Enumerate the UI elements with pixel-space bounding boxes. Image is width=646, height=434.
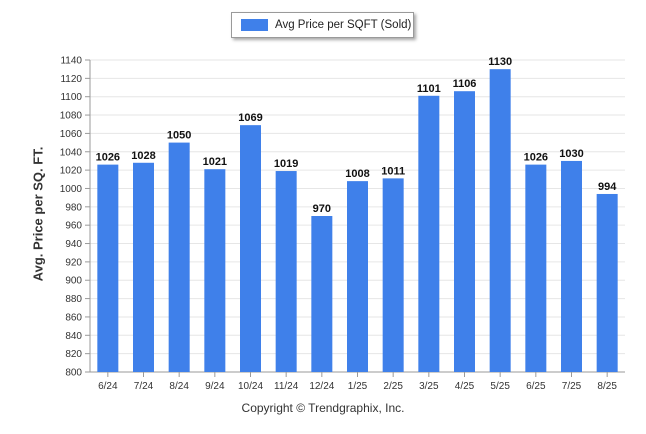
x-tick-label: 8/25	[597, 381, 617, 392]
bar	[240, 125, 261, 372]
x-tick-label: 5/25	[490, 381, 510, 392]
data-label: 1130	[488, 56, 512, 68]
bar	[418, 95, 440, 372]
copyright-text: Copyright © Trendgraphix, Inc.	[241, 401, 405, 415]
bar	[382, 178, 404, 372]
y-tick-label: 940	[65, 239, 82, 250]
bar	[489, 69, 511, 373]
x-tick-label: 9/24	[205, 381, 225, 392]
y-tick-label: 920	[65, 257, 82, 268]
legend: Avg Price per SQFT (Sold)	[231, 12, 414, 38]
y-tick-label: 1100	[60, 92, 82, 103]
x-tick-label: 4/25	[455, 381, 475, 392]
data-label: 1008	[345, 168, 369, 180]
y-tick-label: 1000	[60, 184, 83, 195]
data-label: 1101	[417, 83, 441, 95]
bar	[97, 164, 119, 372]
y-tick-label: 800	[65, 368, 82, 379]
y-tick-label: 840	[65, 331, 82, 342]
bar	[596, 193, 618, 372]
bar	[525, 164, 547, 372]
y-tick-label: 820	[65, 349, 82, 360]
data-label: 970	[313, 203, 331, 215]
bar	[561, 160, 582, 372]
axes: 800 820 840 860 880 900 920 940 960 980 1000 1020 10…	[60, 56, 625, 392]
y-tick-label: 1120	[60, 74, 82, 85]
x-tick-label: 6/25	[526, 381, 546, 392]
y-tick-label: 860	[65, 312, 82, 323]
y-tick-label: 980	[65, 202, 82, 213]
x-tick-label: 3/25	[419, 381, 439, 392]
data-label: 1026	[524, 152, 548, 164]
bar	[168, 142, 190, 372]
data-label: 1011	[381, 165, 405, 177]
y-tick-label: 900	[65, 276, 82, 287]
y-tick-label: 1040	[60, 147, 83, 158]
x-tick-label: 6/24	[98, 381, 118, 392]
y-tick-label: 1140	[60, 56, 82, 67]
bar	[275, 171, 297, 372]
bar	[454, 91, 475, 372]
data-label: 1069	[238, 112, 262, 124]
data-label: 994	[598, 181, 617, 193]
x-tick-label: 1/25	[348, 381, 368, 392]
x-tick-label: 8/24	[169, 381, 189, 392]
data-labels: 1026 1028 1050 1021 1069 1019 970 1008 1011 1101 1…	[96, 56, 618, 215]
x-tick-label: 12/24	[309, 381, 334, 392]
legend-swatch	[241, 19, 268, 31]
x-tick-label: 7/25	[562, 381, 582, 392]
bar	[347, 181, 368, 372]
y-tick-label: 1020	[60, 166, 83, 177]
x-tick-label: 7/24	[134, 381, 154, 392]
data-label: 1106	[453, 78, 477, 90]
x-tick-label: 11/24	[274, 381, 299, 392]
data-label: 1030	[559, 148, 583, 160]
y-tick-label: 1060	[60, 129, 83, 140]
data-label: 1026	[96, 152, 120, 164]
bar	[133, 162, 154, 372]
x-tick-label: 10/24	[238, 381, 263, 392]
bar	[204, 169, 226, 372]
y-tick-label: 880	[65, 294, 82, 305]
bar	[311, 216, 333, 372]
data-label: 1028	[131, 150, 155, 162]
bars	[97, 69, 618, 373]
y-tick-label: 960	[65, 221, 82, 232]
x-tick-label: 2/25	[383, 381, 403, 392]
data-label: 1021	[203, 156, 227, 168]
legend-label: Avg Price per SQFT (Sold)	[275, 19, 412, 31]
y-tick-label: 1080	[60, 111, 83, 122]
data-label: 1050	[167, 130, 191, 142]
data-label: 1019	[274, 158, 298, 170]
